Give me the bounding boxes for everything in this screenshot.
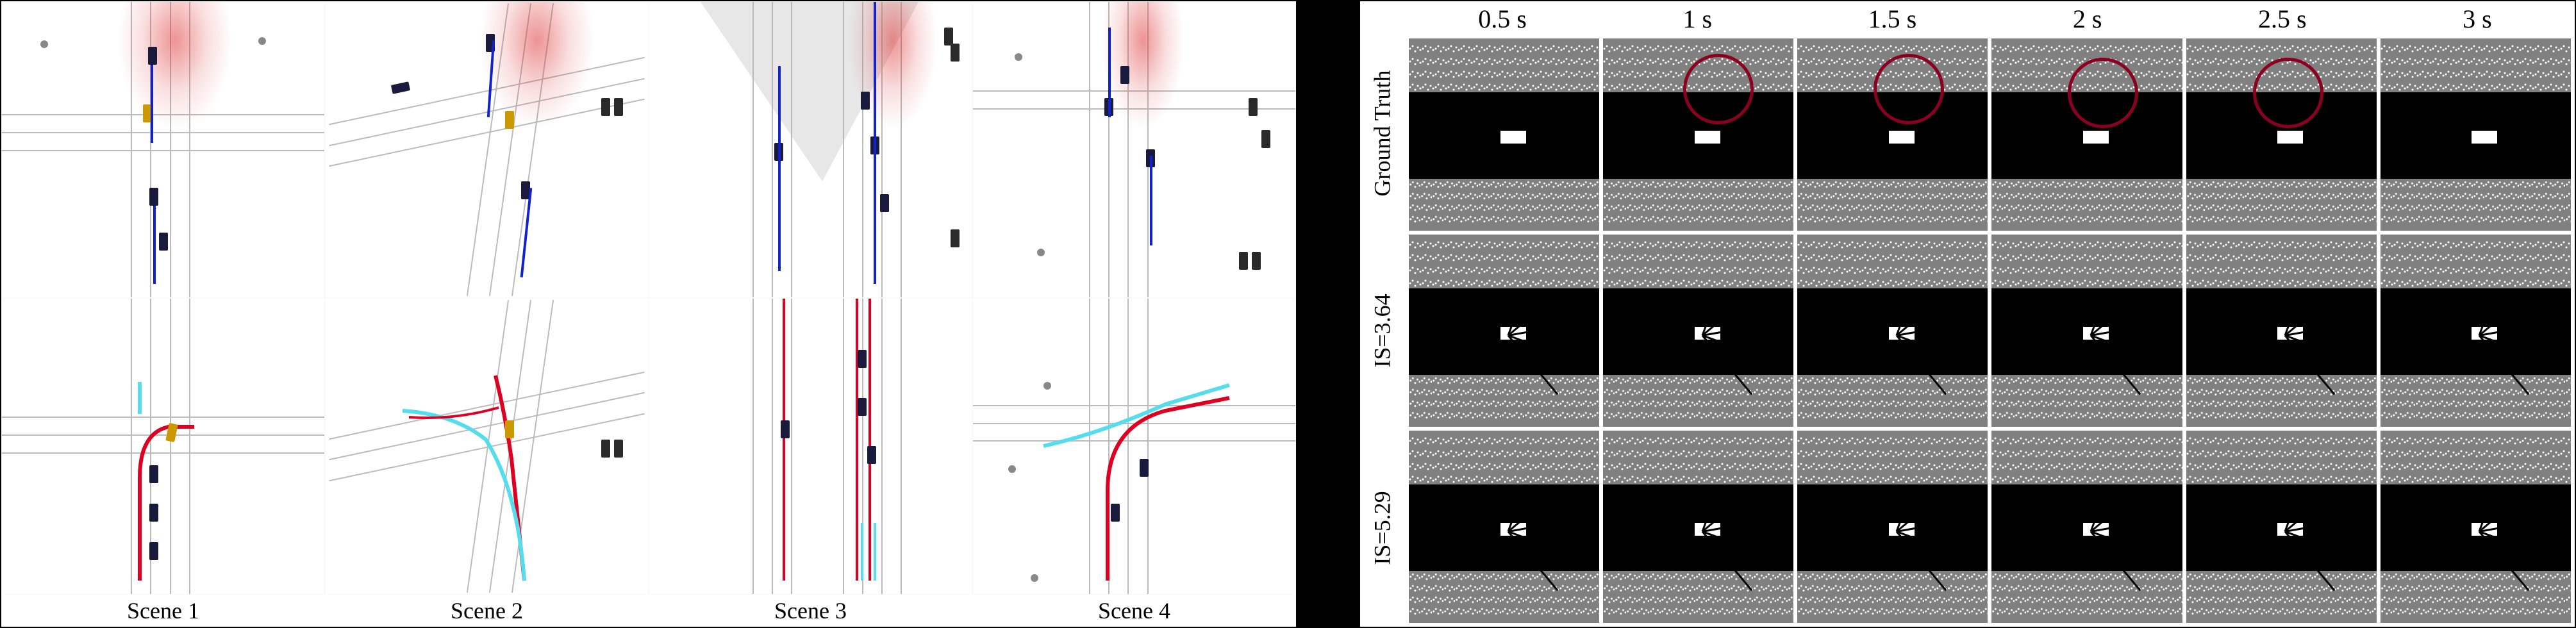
frame-grid bbox=[1405, 35, 2575, 627]
time-label-5: 3 s bbox=[2380, 1, 2575, 35]
trajectory-curves-s4 bbox=[973, 299, 1295, 594]
panel-divider bbox=[1296, 1, 1360, 627]
lidar-frame bbox=[1409, 38, 1599, 231]
scene-label-1: Scene 1 bbox=[1, 595, 325, 627]
scene-2-top bbox=[325, 1, 649, 298]
time-label-1: 1 s bbox=[1600, 1, 1795, 35]
lidar-frame bbox=[1991, 38, 2182, 231]
row-label-is529: IS=5.29 bbox=[1360, 429, 1405, 627]
lidar-frame bbox=[2186, 235, 2377, 427]
scene-1-top bbox=[1, 1, 325, 298]
right-panel-lidar: 0.5 s 1 s 1.5 s 2 s 2.5 s 3 s Ground Tru… bbox=[1360, 1, 2575, 627]
row-label-gt: Ground Truth bbox=[1360, 35, 1405, 232]
lidar-frame bbox=[1603, 431, 1793, 623]
trajectory-curves-s2 bbox=[326, 299, 648, 594]
scene-4-bottom bbox=[972, 298, 1296, 595]
time-header: 0.5 s 1 s 1.5 s 2 s 2.5 s 3 s bbox=[1405, 1, 2575, 35]
time-label-0: 0.5 s bbox=[1405, 1, 1600, 35]
scene-label-2: Scene 2 bbox=[325, 595, 649, 627]
lidar-frame bbox=[1603, 235, 1793, 427]
lidar-frame bbox=[1797, 431, 1988, 623]
scene-1-bottom bbox=[1, 298, 325, 595]
left-panel-scenes: Scene 1 Scene 2 Scene 3 Scene 4 bbox=[1, 1, 1296, 627]
time-label-3: 2 s bbox=[1990, 1, 2185, 35]
row-labels-column: Ground Truth IS=3.64 IS=5.29 bbox=[1360, 35, 1405, 627]
lidar-frame bbox=[1409, 431, 1599, 623]
lidar-frame bbox=[1991, 431, 2182, 623]
scene-3-top bbox=[649, 1, 972, 298]
lidar-frame bbox=[2381, 235, 2571, 427]
highlight-circle bbox=[2253, 58, 2323, 128]
scene-4-top bbox=[972, 1, 1296, 298]
lidar-frame bbox=[2186, 431, 2377, 623]
lidar-frame bbox=[1797, 38, 1988, 231]
time-label-2: 1.5 s bbox=[1795, 1, 1990, 35]
highlight-circle bbox=[2068, 58, 2138, 128]
scene-label-4: Scene 4 bbox=[972, 595, 1296, 627]
lidar-frame bbox=[1603, 38, 1793, 231]
lidar-frame bbox=[2186, 38, 2377, 231]
scene-label-3: Scene 3 bbox=[649, 595, 972, 627]
scene-labels-row: Scene 1 Scene 2 Scene 3 Scene 4 bbox=[1, 595, 1296, 627]
highlight-circle bbox=[1683, 54, 1754, 124]
scene-grid bbox=[1, 1, 1296, 595]
lidar-frame bbox=[2381, 38, 2571, 231]
scene-2-bottom bbox=[325, 298, 649, 595]
row-label-is364: IS=3.64 bbox=[1360, 232, 1405, 429]
figure-composite: Scene 1 Scene 2 Scene 3 Scene 4 0.5 s 1 … bbox=[0, 0, 2576, 628]
scene-3-bottom bbox=[649, 298, 972, 595]
right-grid: Ground Truth IS=3.64 IS=5.29 bbox=[1360, 35, 2575, 627]
lidar-frame bbox=[1991, 235, 2182, 427]
lidar-frame bbox=[1409, 235, 1599, 427]
lidar-frame bbox=[2381, 431, 2571, 623]
lidar-frame bbox=[1797, 235, 1988, 427]
time-label-4: 2.5 s bbox=[2185, 1, 2380, 35]
trajectory-red-curve bbox=[2, 299, 324, 594]
highlight-circle bbox=[1874, 54, 1944, 124]
